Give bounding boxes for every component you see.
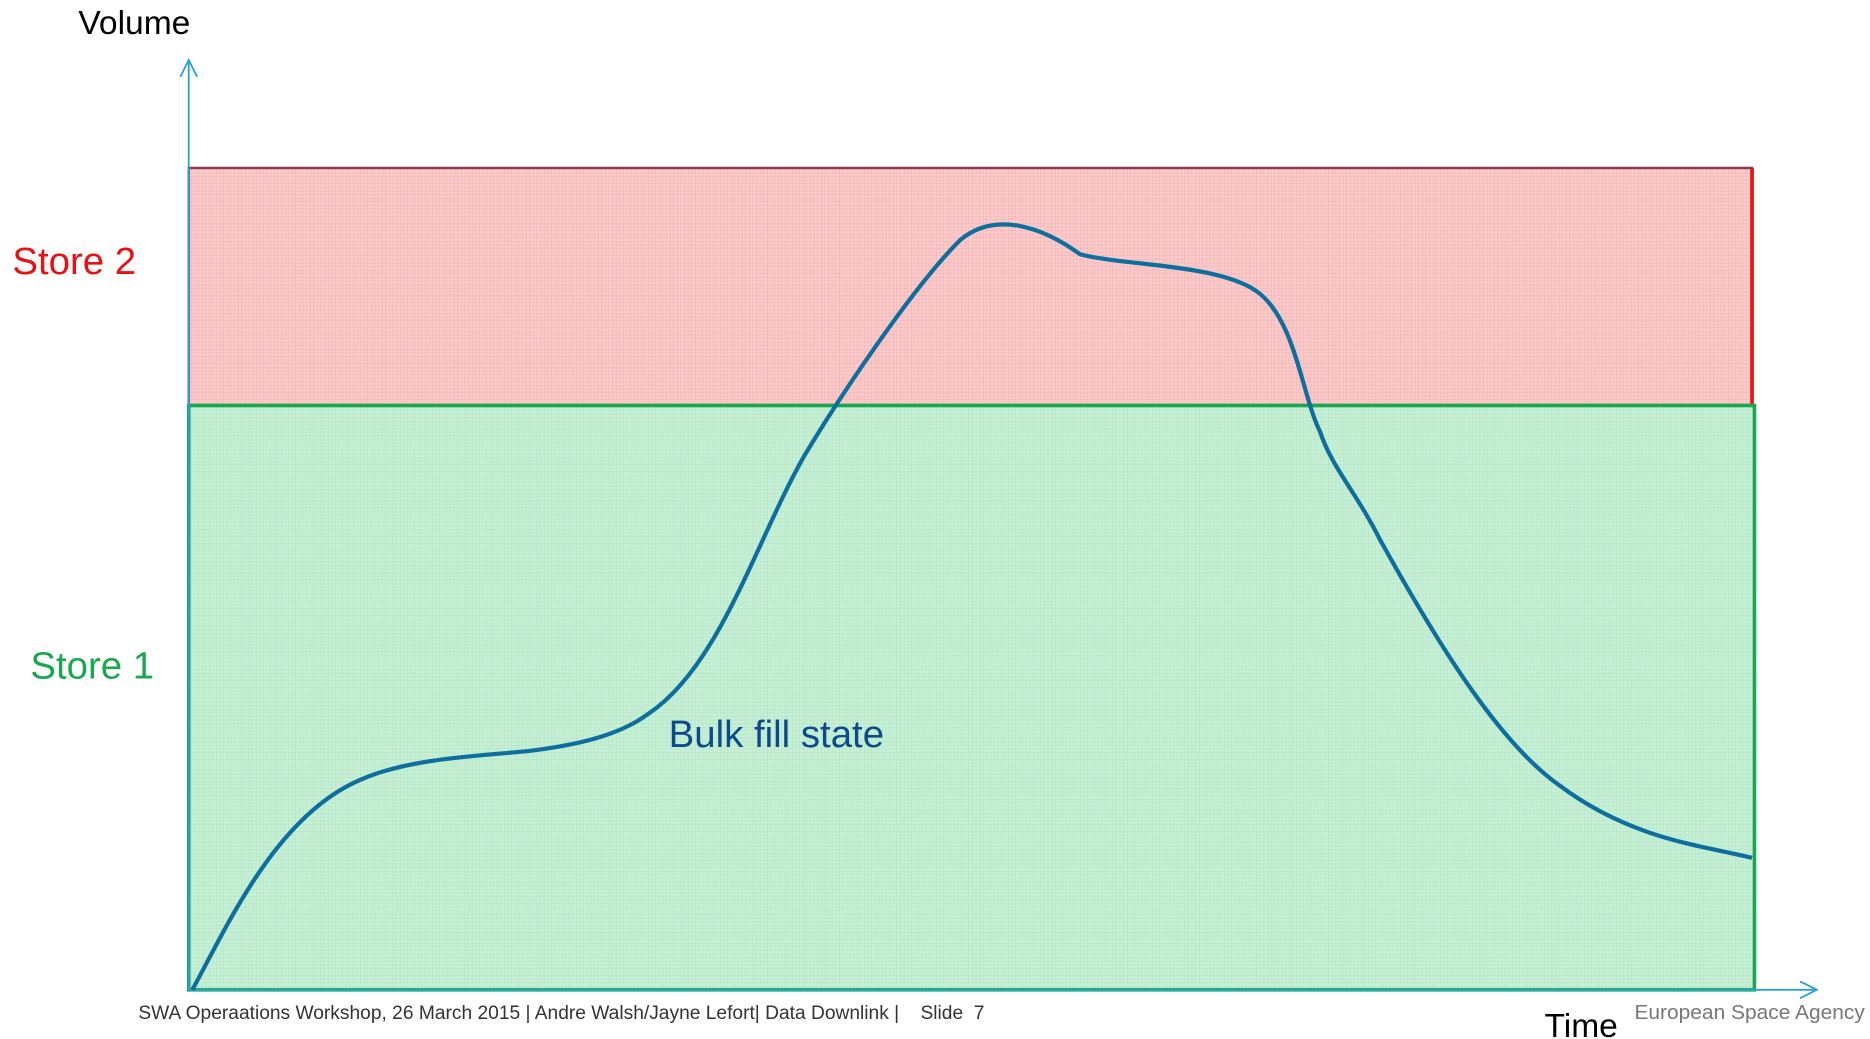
store-label: Store 1 (30, 644, 154, 687)
store-1-region (186, 403, 1757, 992)
store-label: Store 2 (12, 240, 136, 283)
y-axis-arrow (179, 57, 198, 78)
fill-curve (190, 222, 1753, 991)
x-axis-arrow (1799, 980, 1819, 1000)
footer-text: SWA Operaations Workshop, 26 March 2015 … (138, 1003, 984, 1024)
agency-name: European Space Agency (1634, 1002, 1865, 1024)
curve-label: Bulk fill state (669, 713, 884, 756)
x-axis-label: Time (1544, 1008, 1617, 1039)
store-2-region (187, 166, 1754, 407)
y-axis-label: Volume (78, 5, 190, 42)
